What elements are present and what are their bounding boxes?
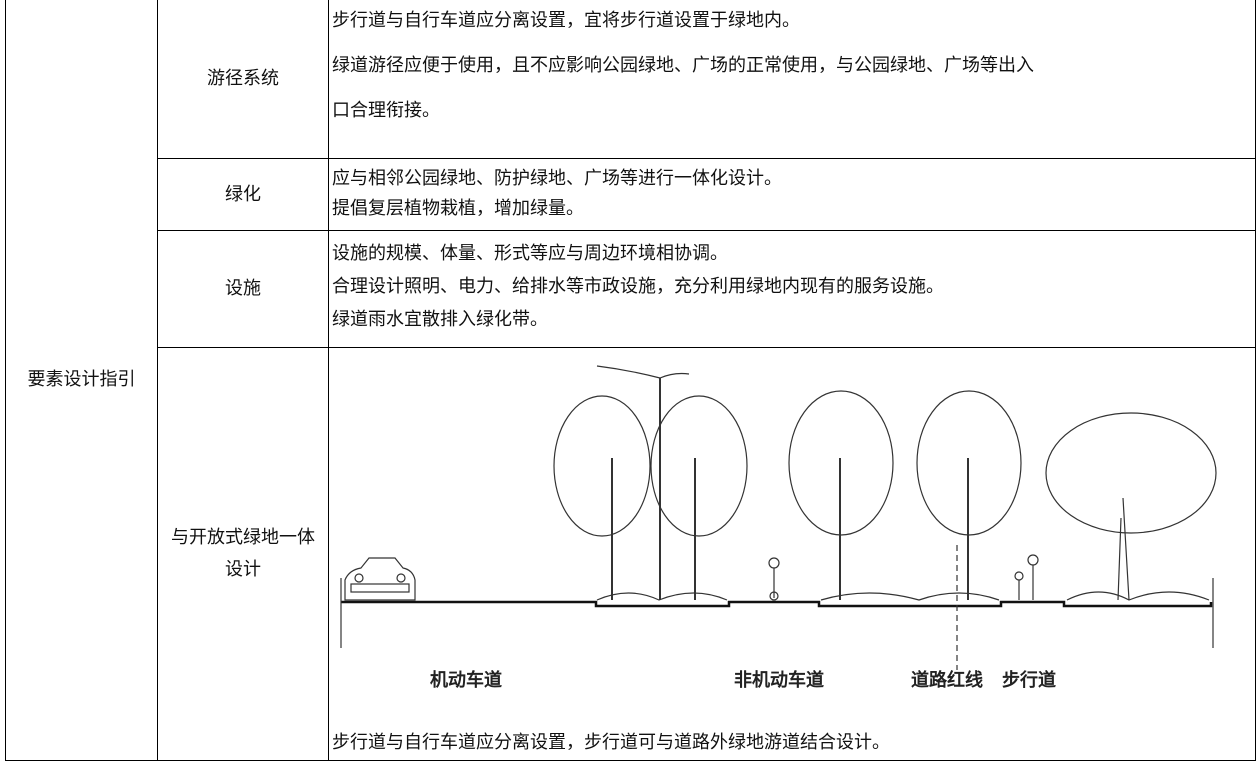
pedestrians: [1014, 554, 1039, 600]
ground-line: [341, 600, 1213, 608]
section-label: 要素设计指引: [27, 369, 136, 390]
text-line: 绿道雨水宜散排入绿化带。: [332, 309, 548, 330]
car: [344, 557, 416, 601]
figure-label: 道路红线: [911, 669, 983, 691]
row-label: 与开放式绿地一体设计: [171, 527, 315, 580]
text-line: 绿道游径应便于使用，且不应影响公园绿地、广场的正常使用，与公园绿地、广场等出入: [332, 55, 1034, 76]
street-lamp: [596, 365, 690, 600]
text-line: 设施的规模、体量、形式等应与周边环境相协调。: [332, 243, 728, 264]
shrubs: [596, 591, 1210, 601]
section-cell: 要素设计指引: [5, 0, 158, 761]
trees: [553, 390, 1217, 601]
row-label: 游径系统: [207, 68, 279, 89]
row-content: 应与相邻公园绿地、防护绿地、广场等进行一体化设计。 提倡复层植物栽植，增加绿量。: [328, 158, 1256, 231]
figure-label: 机动车道: [430, 669, 502, 691]
text-line: 口合理衔接。: [332, 100, 440, 121]
text-line: 提倡复层植物栽植，增加绿量。: [332, 198, 584, 219]
text-line: 步行道与自行车道应分离设置，宜将步行道设置于绿地内。: [332, 10, 800, 31]
row-label-cell: 设施: [157, 230, 329, 348]
row-label: 设施: [225, 278, 261, 299]
cyclist: [768, 557, 780, 601]
row-content: 设施的规模、体量、形式等应与周边环境相协调。 合理设计照明、电力、给排水等市政设…: [328, 230, 1256, 348]
row-label-cell: 游径系统: [157, 0, 329, 159]
text-line: 步行道与自行车道应分离设置，步行道可与道路外绿地游道结合设计。: [332, 732, 890, 753]
row-content: 步行道与自行车道应分离设置，宜将步行道设置于绿地内。 绿道游径应便于使用，且不应…: [328, 0, 1256, 159]
figure-label: 非机动车道: [734, 669, 824, 691]
figure-label: 步行道: [1002, 669, 1056, 691]
text-line: 应与相邻公园绿地、防护绿地、广场等进行一体化设计。: [332, 168, 782, 189]
row-label-cell: 与开放式绿地一体设计: [157, 347, 329, 761]
road-section-figure: 机动车道 非机动车道 道路红线 步行道: [340, 365, 1217, 691]
row-content: 机动车道 非机动车道 道路红线 步行道 步行道与自行车道应分离设置，步行道可与道…: [328, 347, 1256, 761]
row-label-cell: 绿化: [157, 158, 329, 231]
text-line: 合理设计照明、电力、给排水等市政设施，充分利用绿地内现有的服务设施。: [332, 276, 944, 297]
row-label: 绿化: [225, 183, 261, 205]
